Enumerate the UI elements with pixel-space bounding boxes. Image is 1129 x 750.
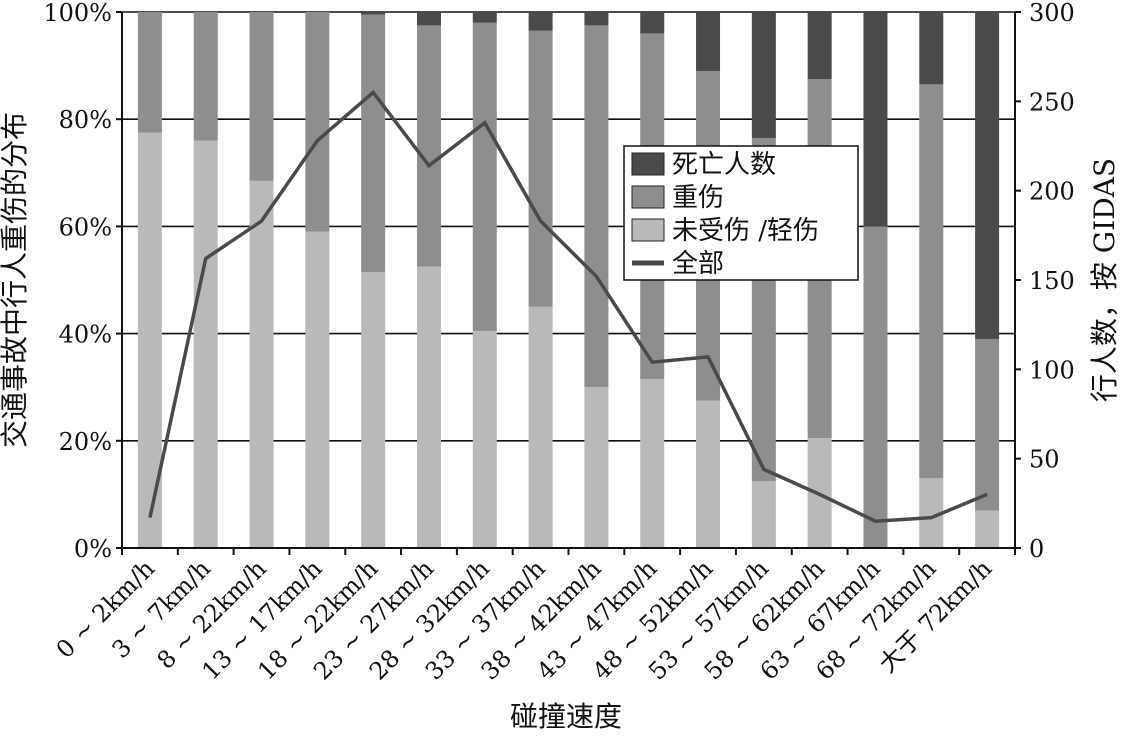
bar-segment [361,12,385,15]
legend-swatch [632,153,664,175]
total-line-path [150,92,987,521]
left-axis-title: 交通事故中行人重伤的分布 [0,112,31,448]
x-axis-title: 碰撞速度 [510,700,622,733]
right-tick-label: 300 [1029,0,1075,27]
left-tick-label: 100% [43,0,112,27]
right-tick-label: 250 [1029,88,1075,116]
bar-segment [361,15,385,272]
right-tick-label: 200 [1029,178,1075,206]
left-tick-label: 40% [59,321,112,349]
bar-segment [863,12,887,226]
bar-segment [194,12,218,141]
bar-segment [194,141,218,548]
bar-segment [975,510,999,548]
legend-swatch [632,186,664,208]
left-tick-label: 0% [74,535,112,563]
bar-segment [250,12,274,181]
legend-label: 死亡人数 [672,150,776,180]
bar-segment [863,226,887,548]
bar-segment [584,25,608,387]
bar-segment [361,272,385,548]
right-tick-label: 100 [1029,356,1075,384]
bar-segment [584,12,608,25]
bar-segment [584,387,608,548]
right-tick-label: 50 [1029,446,1060,474]
right-tick-label: 0 [1029,535,1044,563]
bar-segment [529,12,553,31]
bar-segment [975,339,999,511]
total-line [150,92,987,521]
bar-segment [529,31,553,307]
bar-segment [696,12,720,71]
bar-segment [138,12,162,133]
legend-swatch [632,219,664,241]
bar-segment [919,12,943,84]
bar-segment [473,12,497,23]
bar-segment [808,12,832,79]
right-tick-label: 150 [1029,267,1075,295]
left-tick-label: 80% [59,106,112,134]
bar-segment [919,84,943,478]
bar-segment [640,379,664,548]
legend-label: 重伤 [672,183,724,213]
left-tick-label: 20% [59,428,112,456]
bar-segment [250,181,274,548]
bar-segment [417,267,441,548]
bar-segment [305,12,329,232]
bar-segment [417,12,441,25]
legend-label: 未受伤 /轻伤 [672,216,819,246]
bar-segment [640,12,664,33]
bar-segment [417,25,441,266]
left-tick-label: 60% [59,213,112,241]
bar-segment [752,12,776,138]
stacked-bars [138,12,999,548]
bar-segment [975,12,999,339]
bar-segment [752,481,776,548]
bar-segment [305,232,329,548]
right-axis-title: 行人数，按 GIDAS [1088,158,1121,402]
bar-segment [473,23,497,331]
legend-label: 全部 [672,249,724,279]
bar-segment [473,331,497,548]
bar-segment [696,401,720,548]
bar-segment [529,307,553,548]
